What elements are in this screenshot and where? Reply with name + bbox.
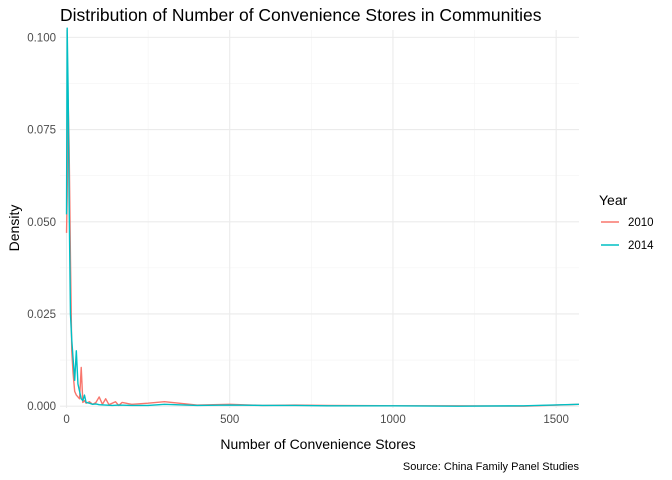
legend: Year 2010 2014 (599, 192, 654, 252)
y-axis-title: Density (6, 205, 22, 252)
x-axis-ticks: 0 500 1000 1500 (63, 414, 569, 426)
x-tick-label: 500 (220, 414, 239, 426)
series-line-2014 (65, 27, 580, 407)
chart-title: Distribution of Number of Convenience St… (60, 5, 542, 25)
x-tick-label: 0 (63, 414, 69, 426)
y-axis-ticks: 0.000 0.025 0.050 0.075 0.100 (27, 32, 56, 413)
y-tick-label: 0.100 (27, 32, 56, 44)
x-axis-title: Number of Convenience Stores (220, 436, 415, 452)
legend-label-2010: 2010 (628, 217, 654, 229)
major-gridlines (60, 30, 579, 408)
source-caption: Source: China Family Panel Studies (403, 461, 580, 473)
y-tick-label: 0.075 (27, 125, 56, 137)
y-tick-label: 0.000 (27, 401, 56, 413)
y-tick-label: 0.025 (27, 309, 56, 321)
legend-label-2014: 2014 (628, 240, 654, 252)
legend-title: Year (599, 192, 628, 208)
y-tick-label: 0.050 (27, 217, 56, 229)
series-lines (65, 27, 580, 407)
x-tick-label: 1500 (543, 414, 569, 426)
minor-gridlines (60, 30, 579, 408)
x-tick-label: 1000 (380, 414, 406, 426)
